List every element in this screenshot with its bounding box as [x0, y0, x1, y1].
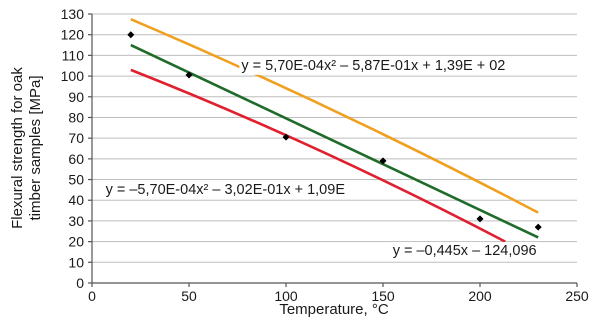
y-tick-label: 70	[68, 130, 84, 146]
x-tick-label: 0	[88, 288, 96, 304]
equation-label-bg	[239, 56, 508, 75]
y-tick-label: 30	[68, 213, 84, 229]
equation-text: y = 5,70E-04x² – 5,87E-01x + 1,39E + 02	[241, 58, 505, 74]
data-point	[379, 157, 387, 165]
y-tick-label: 50	[68, 172, 84, 188]
y-tick-label: 40	[68, 192, 84, 208]
data-point	[127, 31, 135, 39]
trend-line-3	[130, 68, 506, 243]
y-tick-label: 80	[68, 109, 84, 125]
equation-label-3: y = –0,445x – 124,096	[390, 242, 539, 261]
axes	[91, 14, 577, 284]
equation-label-bg	[390, 242, 539, 261]
data-points	[127, 31, 542, 231]
x-tick-label: 250	[565, 288, 589, 304]
equation-text: y = –0,445x – 124,096	[393, 243, 537, 259]
x-tick-labels: 0 50 100 150 200 250	[88, 283, 589, 304]
y-tick-label: 10	[68, 254, 84, 270]
y-axis-title-line-1: Flexural strength for oak	[9, 67, 26, 229]
y-tick-label: 90	[68, 89, 84, 105]
x-tick-label: 50	[181, 288, 197, 304]
y-tick-label: 130	[61, 6, 85, 22]
y-tick-label: 120	[61, 27, 85, 43]
x-tick-label: 200	[468, 288, 492, 304]
data-point	[476, 215, 484, 223]
x-tick-label: 100	[274, 288, 298, 304]
y-axis-title-line-2: timber samples [MPa]	[27, 75, 44, 220]
data-point	[282, 133, 290, 141]
grid-lines	[92, 13, 577, 263]
equation-labels: y = 5,70E-04x² – 5,87E-01x + 1,39E + 02 y…	[103, 56, 539, 261]
trend-line-2	[130, 43, 539, 239]
y-axis-title: Flexural strength for oak timber samples…	[9, 67, 44, 229]
equation-text: y = –5,70E-04x² – 3,02E-01x + 1,09E	[106, 182, 346, 198]
trend-lines	[130, 17, 539, 243]
trend-line-1	[130, 17, 539, 214]
x-tick-label: 150	[371, 288, 395, 304]
y-tick-label: 100	[61, 68, 85, 84]
equation-label-2: y = –5,70E-04x² – 3,02E-01x + 1,09E	[103, 181, 348, 200]
y-tick-label: 60	[68, 151, 84, 167]
data-point	[185, 71, 193, 79]
y-tick-label: 20	[68, 234, 84, 250]
y-tick-labels: 0 10 20 30 40 50 60 70 80 90 100 110 120 130	[61, 6, 92, 291]
y-tick-label: 0	[76, 275, 84, 291]
equation-label-1: y = 5,70E-04x² – 5,87E-01x + 1,39E + 02	[239, 56, 508, 75]
y-tick-label: 110	[62, 47, 85, 63]
x-axis-title: Temperature, °C	[279, 301, 389, 318]
data-point	[534, 223, 542, 231]
equation-label-bg	[103, 181, 348, 200]
